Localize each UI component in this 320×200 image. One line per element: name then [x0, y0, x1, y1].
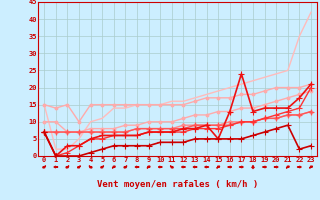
- X-axis label: Vent moyen/en rafales ( km/h ): Vent moyen/en rafales ( km/h ): [97, 180, 258, 189]
